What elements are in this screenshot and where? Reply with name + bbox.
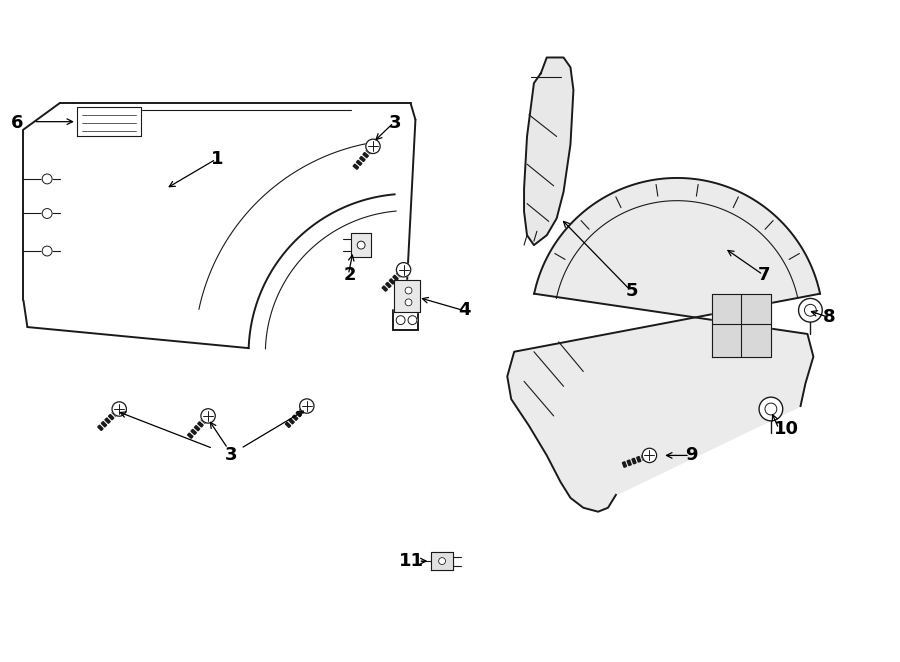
Polygon shape (300, 408, 305, 413)
Polygon shape (351, 233, 371, 258)
Text: 11: 11 (399, 552, 424, 570)
Polygon shape (187, 433, 193, 438)
Polygon shape (76, 107, 141, 136)
Circle shape (405, 287, 412, 294)
Polygon shape (369, 145, 375, 150)
Polygon shape (112, 411, 117, 416)
Polygon shape (508, 178, 820, 512)
Polygon shape (712, 295, 771, 357)
Polygon shape (198, 422, 203, 427)
Polygon shape (632, 458, 636, 464)
Text: 2: 2 (344, 265, 356, 284)
Polygon shape (204, 414, 210, 420)
Circle shape (405, 299, 412, 306)
Text: 5: 5 (626, 281, 638, 299)
Circle shape (438, 557, 446, 565)
Text: 3: 3 (389, 114, 401, 132)
Circle shape (805, 305, 816, 316)
Polygon shape (360, 156, 365, 162)
Circle shape (396, 263, 410, 277)
Circle shape (42, 209, 52, 218)
Polygon shape (105, 418, 110, 423)
Polygon shape (431, 552, 453, 570)
Circle shape (396, 316, 405, 324)
Circle shape (798, 299, 823, 322)
Polygon shape (636, 457, 641, 462)
Polygon shape (627, 460, 631, 465)
Text: 3: 3 (225, 446, 238, 465)
Text: 10: 10 (774, 420, 799, 438)
Polygon shape (303, 404, 309, 410)
Polygon shape (642, 455, 645, 460)
Polygon shape (397, 271, 401, 277)
Polygon shape (285, 422, 291, 428)
Polygon shape (400, 268, 405, 273)
Polygon shape (201, 418, 206, 423)
Circle shape (201, 408, 215, 423)
Polygon shape (353, 164, 358, 169)
Text: 1: 1 (211, 150, 223, 168)
Polygon shape (194, 426, 200, 431)
Polygon shape (363, 152, 368, 158)
Circle shape (365, 139, 380, 154)
Polygon shape (356, 160, 362, 166)
Polygon shape (524, 58, 573, 245)
Polygon shape (646, 453, 651, 459)
Polygon shape (393, 279, 420, 312)
Polygon shape (386, 283, 391, 288)
Circle shape (759, 397, 783, 421)
Polygon shape (292, 415, 298, 420)
Circle shape (42, 246, 52, 256)
Text: 9: 9 (685, 446, 698, 465)
Circle shape (112, 402, 126, 416)
Polygon shape (382, 286, 387, 291)
Polygon shape (116, 407, 121, 412)
Circle shape (765, 403, 777, 415)
Polygon shape (191, 430, 196, 434)
Circle shape (643, 448, 657, 463)
Circle shape (408, 316, 417, 324)
Polygon shape (393, 275, 398, 281)
Polygon shape (296, 412, 302, 417)
Circle shape (357, 241, 365, 249)
Circle shape (42, 174, 52, 184)
Polygon shape (102, 422, 106, 427)
Polygon shape (366, 149, 372, 154)
Text: 7: 7 (758, 265, 770, 284)
Text: 8: 8 (824, 308, 836, 326)
Polygon shape (109, 414, 113, 420)
Polygon shape (623, 461, 626, 467)
Polygon shape (98, 425, 104, 430)
Text: 6: 6 (11, 114, 23, 132)
Text: 4: 4 (458, 301, 471, 319)
Polygon shape (289, 418, 294, 424)
Circle shape (300, 399, 314, 413)
Polygon shape (390, 279, 394, 284)
